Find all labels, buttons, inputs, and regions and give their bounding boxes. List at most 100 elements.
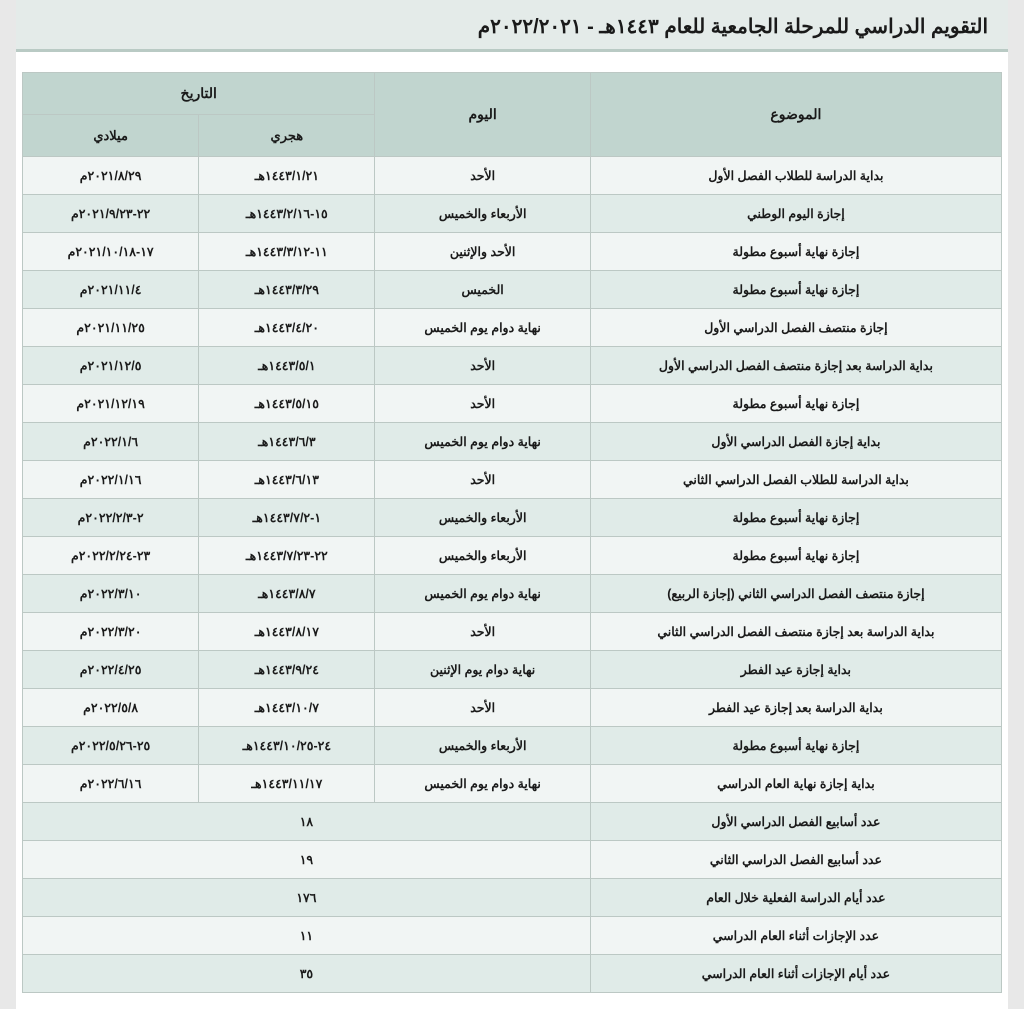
cell-subject: إجازة منتصف الفصل الدراسي الثاني (إجازة … bbox=[590, 575, 1001, 613]
calendar-table: الموضوع اليوم التاريخ هجري ميلادي بداية … bbox=[22, 72, 1002, 993]
cell-hijri: ١٥-١٤٤٣/٢/١٦هـ bbox=[199, 195, 375, 233]
cell-day: الأربعاء والخميس bbox=[375, 727, 590, 765]
cell-greg: ٢٠٢١/١٢/٥م bbox=[23, 347, 199, 385]
cell-greg: ٢٠٢٢/١/١٦م bbox=[23, 461, 199, 499]
cell-greg: ٢٠٢١/٨/٢٩م bbox=[23, 157, 199, 195]
cell-day: الأربعاء والخميس bbox=[375, 195, 590, 233]
table-row: إجازة نهاية أسبوع مطولةالأربعاء والخميس٢… bbox=[23, 727, 1002, 765]
cell-day: الأحد bbox=[375, 689, 590, 727]
cell-day: نهاية دوام يوم الخميس bbox=[375, 575, 590, 613]
summary-row: عدد الإجازات أثناء العام الدراسي١١ bbox=[23, 917, 1002, 955]
cell-greg: ٢٠٢٢/٥/٨م bbox=[23, 689, 199, 727]
summary-value: ١٧٦ bbox=[23, 879, 591, 917]
table-row: بداية الدراسة للطلاب الفصل الأولالأحد١٤٤… bbox=[23, 157, 1002, 195]
col-header-greg: ميلادي bbox=[23, 115, 199, 157]
table-row: إجازة نهاية أسبوع مطولةالأربعاء والخميس١… bbox=[23, 499, 1002, 537]
cell-subject: بداية إجازة الفصل الدراسي الأول bbox=[590, 423, 1001, 461]
table-row: إجازة نهاية أسبوع مطولةالأربعاء والخميس٢… bbox=[23, 537, 1002, 575]
cell-hijri: ٢٤-١٤٤٣/١٠/٢٥هـ bbox=[199, 727, 375, 765]
summary-row: عدد أيام الإجازات أثناء العام الدراسي٣٥ bbox=[23, 955, 1002, 993]
cell-day: الخميس bbox=[375, 271, 590, 309]
cell-hijri: ٢٢-١٤٤٣/٧/٢٣هـ bbox=[199, 537, 375, 575]
cell-day: الأحد والإثنين bbox=[375, 233, 590, 271]
cell-hijri: ١-١٤٤٣/٧/٢هـ bbox=[199, 499, 375, 537]
summary-label: عدد أسابيع الفصل الدراسي الثاني bbox=[590, 841, 1001, 879]
cell-subject: إجازة منتصف الفصل الدراسي الأول bbox=[590, 309, 1001, 347]
cell-subject: إجازة اليوم الوطني bbox=[590, 195, 1001, 233]
table-row: بداية الدراسة بعد إجازة عيد الفطرالأحد١٤… bbox=[23, 689, 1002, 727]
table-row: إجازة منتصف الفصل الدراسي الثاني (إجازة … bbox=[23, 575, 1002, 613]
cell-day: نهاية دوام يوم الخميس bbox=[375, 765, 590, 803]
cell-hijri: ١٤٤٣/٦/٣هـ bbox=[199, 423, 375, 461]
cell-subject: بداية الدراسة بعد إجازة عيد الفطر bbox=[590, 689, 1001, 727]
cell-hijri: ١٤٤٣/١١/١٧هـ bbox=[199, 765, 375, 803]
summary-value: ١١ bbox=[23, 917, 591, 955]
cell-hijri: ١٤٤٣/٨/١٧هـ bbox=[199, 613, 375, 651]
cell-day: الأحد bbox=[375, 461, 590, 499]
cell-day: الأحد bbox=[375, 347, 590, 385]
summary-row: عدد أسابيع الفصل الدراسي الأول١٨ bbox=[23, 803, 1002, 841]
cell-greg: ٢٠٢٢/٣/١٠م bbox=[23, 575, 199, 613]
cell-day: الأحد bbox=[375, 157, 590, 195]
table-row: إجازة نهاية أسبوع مطولةالخميس١٤٤٣/٣/٢٩هـ… bbox=[23, 271, 1002, 309]
cell-subject: بداية الدراسة للطلاب الفصل الدراسي الثان… bbox=[590, 461, 1001, 499]
cell-hijri: ١٤٤٣/١٠/٧هـ bbox=[199, 689, 375, 727]
table-body: بداية الدراسة للطلاب الفصل الأولالأحد١٤٤… bbox=[23, 157, 1002, 803]
cell-hijri: ١٤٤٣/٥/١هـ bbox=[199, 347, 375, 385]
cell-subject: إجازة نهاية أسبوع مطولة bbox=[590, 233, 1001, 271]
content-area: الموضوع اليوم التاريخ هجري ميلادي بداية … bbox=[16, 52, 1008, 999]
col-header-hijri: هجري bbox=[199, 115, 375, 157]
cell-hijri: ١٤٤٣/٩/٢٤هـ bbox=[199, 651, 375, 689]
cell-greg: ٢٥-٢٠٢٢/٥/٢٦م bbox=[23, 727, 199, 765]
table-row: بداية إجازة نهاية العام الدراسينهاية دوا… bbox=[23, 765, 1002, 803]
cell-hijri: ١٤٤٣/١/٢١هـ bbox=[199, 157, 375, 195]
cell-subject: إجازة نهاية أسبوع مطولة bbox=[590, 727, 1001, 765]
table-row: بداية إجازة الفصل الدراسي الأولنهاية دوا… bbox=[23, 423, 1002, 461]
cell-hijri: ١٤٤٣/٨/٧هـ bbox=[199, 575, 375, 613]
summary-row: عدد أيام الدراسة الفعلية خلال العام١٧٦ bbox=[23, 879, 1002, 917]
cell-subject: بداية الدراسة للطلاب الفصل الأول bbox=[590, 157, 1001, 195]
cell-greg: ٢٠٢١/١١/٤م bbox=[23, 271, 199, 309]
table-summary: عدد أسابيع الفصل الدراسي الأول١٨عدد أساب… bbox=[23, 803, 1002, 993]
cell-greg: ٢٠٢٢/٤/٢٥م bbox=[23, 651, 199, 689]
table-header: الموضوع اليوم التاريخ هجري ميلادي bbox=[23, 73, 1002, 157]
col-header-day: اليوم bbox=[375, 73, 590, 157]
cell-subject: إجازة نهاية أسبوع مطولة bbox=[590, 385, 1001, 423]
page-title: التقويم الدراسي للمرحلة الجامعية للعام ١… bbox=[36, 14, 988, 39]
cell-subject: إجازة نهاية أسبوع مطولة bbox=[590, 271, 1001, 309]
cell-greg: ٢٠٢١/١٢/١٩م bbox=[23, 385, 199, 423]
cell-day: الأربعاء والخميس bbox=[375, 537, 590, 575]
cell-day: نهاية دوام يوم الخميس bbox=[375, 309, 590, 347]
cell-subject: بداية إجازة عيد الفطر bbox=[590, 651, 1001, 689]
summary-value: ٣٥ bbox=[23, 955, 591, 993]
cell-subject: إجازة نهاية أسبوع مطولة bbox=[590, 499, 1001, 537]
cell-subject: بداية إجازة نهاية العام الدراسي bbox=[590, 765, 1001, 803]
summary-label: عدد أيام الدراسة الفعلية خلال العام bbox=[590, 879, 1001, 917]
cell-greg: ٢٣-٢٠٢٢/٢/٢٤م bbox=[23, 537, 199, 575]
cell-hijri: ١٤٤٣/٥/١٥هـ bbox=[199, 385, 375, 423]
cell-hijri: ١٤٤٣/٤/٢٠هـ bbox=[199, 309, 375, 347]
document-page: التقويم الدراسي للمرحلة الجامعية للعام ١… bbox=[16, 0, 1008, 1009]
cell-greg: ٢٠٢١/١١/٢٥م bbox=[23, 309, 199, 347]
cell-day: الأحد bbox=[375, 385, 590, 423]
cell-greg: ١٧-٢٠٢١/١٠/١٨م bbox=[23, 233, 199, 271]
cell-day: نهاية دوام يوم الخميس bbox=[375, 423, 590, 461]
cell-greg: ٢٠٢٢/٣/٢٠م bbox=[23, 613, 199, 651]
cell-subject: إجازة نهاية أسبوع مطولة bbox=[590, 537, 1001, 575]
cell-day: نهاية دوام يوم الإثنين bbox=[375, 651, 590, 689]
cell-hijri: ١٤٤٣/٣/٢٩هـ bbox=[199, 271, 375, 309]
summary-row: عدد أسابيع الفصل الدراسي الثاني١٩ bbox=[23, 841, 1002, 879]
summary-label: عدد أسابيع الفصل الدراسي الأول bbox=[590, 803, 1001, 841]
title-bar: التقويم الدراسي للمرحلة الجامعية للعام ١… bbox=[16, 0, 1008, 52]
cell-greg: ٢-٢٠٢٢/٢/٣م bbox=[23, 499, 199, 537]
summary-label: عدد الإجازات أثناء العام الدراسي bbox=[590, 917, 1001, 955]
table-row: إجازة اليوم الوطنيالأربعاء والخميس١٥-١٤٤… bbox=[23, 195, 1002, 233]
table-row: بداية الدراسة بعد إجازة منتصف الفصل الدر… bbox=[23, 613, 1002, 651]
summary-label: عدد أيام الإجازات أثناء العام الدراسي bbox=[590, 955, 1001, 993]
col-header-subject: الموضوع bbox=[590, 73, 1001, 157]
cell-subject: بداية الدراسة بعد إجازة منتصف الفصل الدر… bbox=[590, 347, 1001, 385]
table-row: بداية الدراسة بعد إجازة منتصف الفصل الدر… bbox=[23, 347, 1002, 385]
cell-greg: ٢٢-٢٠٢١/٩/٢٣م bbox=[23, 195, 199, 233]
cell-subject: بداية الدراسة بعد إجازة منتصف الفصل الدر… bbox=[590, 613, 1001, 651]
summary-value: ١٩ bbox=[23, 841, 591, 879]
